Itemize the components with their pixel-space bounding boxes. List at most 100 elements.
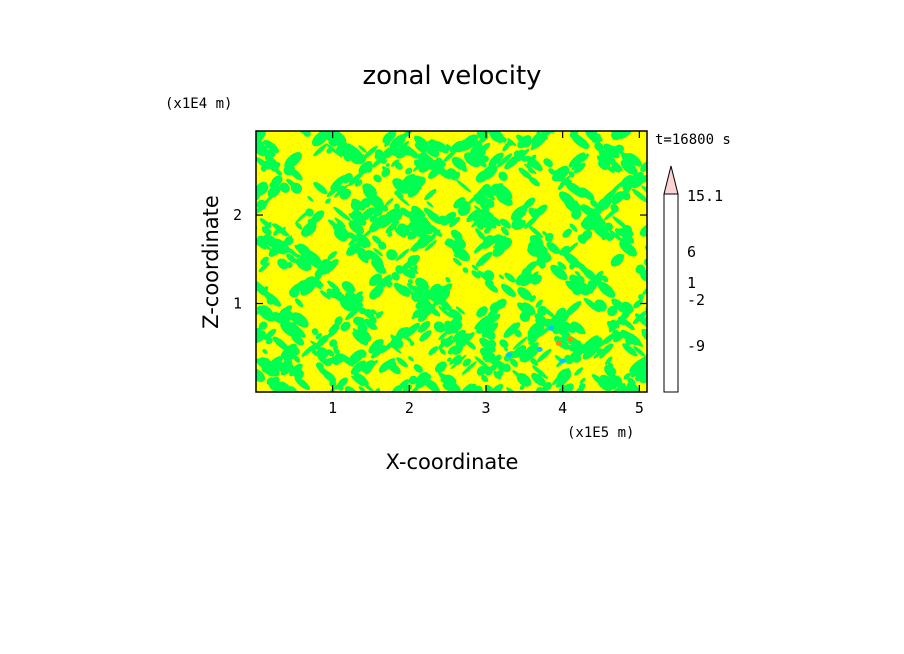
field-band-blob <box>621 232 634 244</box>
field-band-blob <box>257 288 265 296</box>
field-band-blob <box>260 256 269 265</box>
field-band-blob <box>473 205 488 218</box>
field-band-blob <box>495 298 507 310</box>
field-band-blob <box>311 210 325 223</box>
time-label: t=16800 s <box>655 132 731 148</box>
field-band-blob <box>263 234 279 249</box>
field-band-blob <box>480 203 490 212</box>
field-band-blob <box>433 159 443 168</box>
field-band-blob <box>392 178 410 194</box>
field-band-blob <box>536 254 548 266</box>
field-band-blob <box>390 334 398 342</box>
field-band-blob <box>256 199 267 210</box>
field-band-blob <box>494 354 502 362</box>
field-band-blob <box>482 354 491 363</box>
field-band-blob <box>262 349 268 354</box>
field-band-blob <box>509 358 519 368</box>
field-band-blob <box>499 339 509 348</box>
field-band-blob <box>476 317 494 334</box>
field-band-blob <box>477 231 486 240</box>
colorbar-extend-arrow <box>663 165 679 195</box>
field-band-blob <box>313 143 327 157</box>
field-band-blob <box>588 281 595 288</box>
field-band-blob <box>294 298 304 308</box>
field-band-blob <box>258 321 268 330</box>
field-band-blob <box>439 348 446 355</box>
field-band-blob <box>546 241 560 254</box>
field-band-blob <box>256 368 266 383</box>
field-band-blob <box>622 343 638 357</box>
field-band-blob <box>394 203 400 210</box>
field-band-blob <box>429 139 444 152</box>
field-band-blob <box>606 165 615 173</box>
field-band-blob <box>307 196 314 202</box>
field-band-blob <box>443 150 456 162</box>
field-band-blob <box>476 306 488 318</box>
field-band-blob <box>369 215 377 223</box>
field-band-blob <box>372 235 382 244</box>
field-band-blob <box>327 280 340 292</box>
field-band-blob <box>379 213 396 229</box>
field-band-blob <box>474 356 489 369</box>
field-band-blob <box>499 218 511 229</box>
field-band-blob <box>419 330 432 342</box>
field-band-blob <box>610 383 626 392</box>
field-band-blob <box>361 145 378 161</box>
field-band-blob <box>415 277 429 291</box>
field-band-blob <box>317 354 331 366</box>
field-band-blob <box>618 122 628 132</box>
field-band-blob <box>594 142 604 152</box>
field-band-blob <box>528 225 543 239</box>
field-band-blob <box>296 243 311 257</box>
x-tick-label: 4 <box>558 399 567 417</box>
field-band-blob <box>489 384 504 392</box>
field-band-blob <box>333 206 350 221</box>
field-band-blob <box>613 375 622 385</box>
field-band-blob <box>557 261 567 270</box>
field-band-blob <box>371 309 377 315</box>
field-band-blob <box>391 272 400 281</box>
field-band-blob <box>360 307 377 322</box>
field-band-blob <box>405 144 420 157</box>
colorbar-label: -9 <box>687 337 705 355</box>
colorbar-label: -2 <box>687 291 705 309</box>
field-band-blob <box>529 295 536 303</box>
field-band-blob <box>348 220 364 235</box>
y-axis: 12 <box>233 206 647 313</box>
field-band-blob <box>601 275 609 283</box>
field-band-blob <box>282 309 297 321</box>
field-band-blob <box>278 246 287 255</box>
field-band-blob <box>361 381 375 392</box>
field-band-blob <box>360 207 375 222</box>
field-band-blob <box>293 355 301 363</box>
field-band-blob <box>500 136 507 143</box>
field-band-blob <box>642 282 647 295</box>
field-band-blob <box>473 240 489 254</box>
field-band-blob <box>398 379 410 390</box>
field-band-blob <box>311 276 324 287</box>
field-band-blob <box>562 321 576 334</box>
field-band-blob <box>606 320 614 328</box>
field-band-blob <box>452 245 470 262</box>
field-band-blob <box>576 344 585 353</box>
field-band-blob <box>455 306 466 315</box>
field-band-blob <box>411 385 420 392</box>
field-band-blob <box>438 285 449 296</box>
field-band-blob <box>407 279 413 284</box>
field-band-blob <box>383 338 398 352</box>
field-band-blob <box>376 311 384 319</box>
field-band-blob <box>620 175 634 188</box>
field-band-blob <box>290 182 303 194</box>
colorbar-label: 1 <box>687 274 696 292</box>
field-band-blob <box>326 349 335 357</box>
field-band-blob <box>604 331 619 345</box>
field-spot <box>548 325 555 331</box>
field-band-blob <box>537 305 548 317</box>
field-band-blob <box>370 345 386 359</box>
field-band-blob <box>438 331 449 341</box>
field-band-blob <box>300 280 317 296</box>
field-band-blob <box>280 322 298 338</box>
field-band-blob <box>483 226 492 234</box>
field-band-blob <box>413 164 421 172</box>
field-band-blob <box>525 155 543 172</box>
